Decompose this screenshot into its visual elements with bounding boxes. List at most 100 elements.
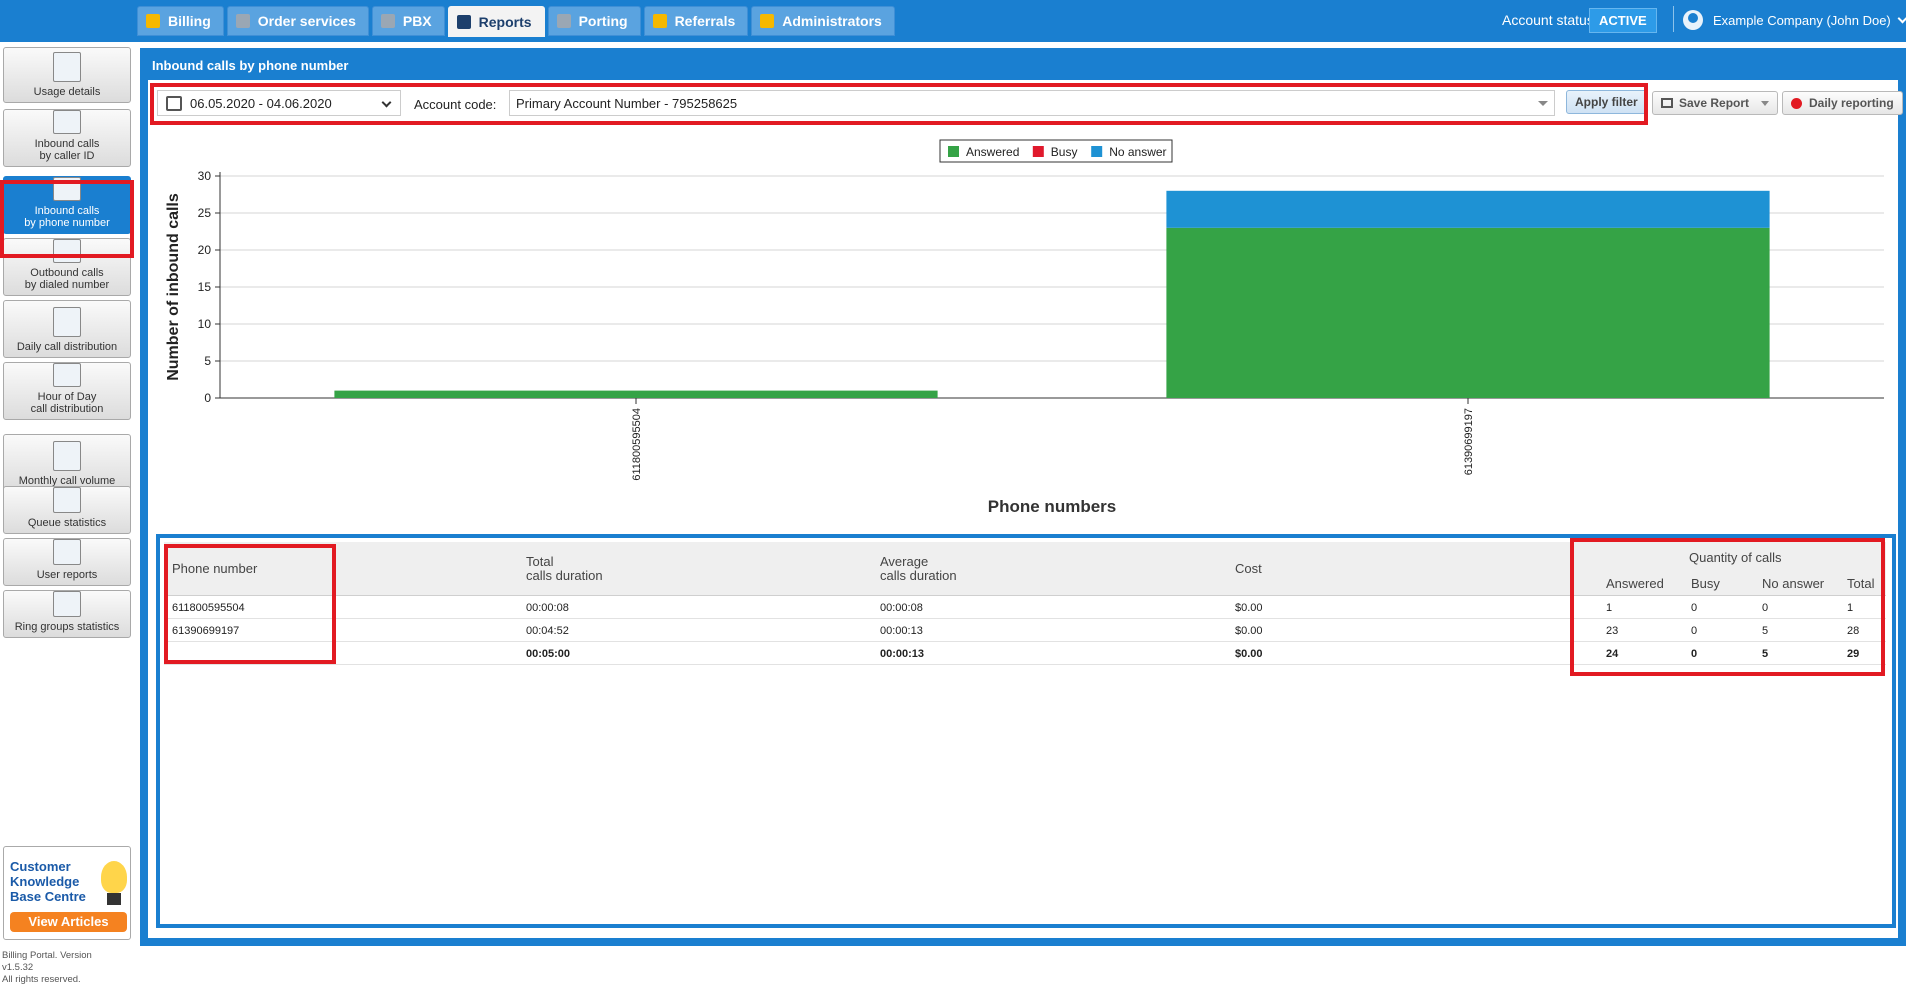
sidebar-item-outbound-calls-by-dialed-number[interactable]: Outbound calls by dialed number (3, 238, 131, 296)
cell-total: 00:05:00 (526, 648, 571, 660)
sidebar-item-queue-statistics[interactable]: Queue statistics (3, 486, 131, 534)
date-range-value: 06.05.2020 - 04.06.2020 (190, 95, 332, 111)
save-report-label: Save Report (1679, 96, 1750, 110)
user-icon (53, 539, 81, 565)
cell-sum: 28 (1847, 625, 1860, 637)
bar-answered-61390699197 (1166, 227, 1770, 398)
account-code-select[interactable]: Primary Account Number - 795258625 (509, 90, 1555, 116)
y-tick-label: 0 (204, 391, 211, 405)
sidebar-item-user-reports[interactable]: User reports (3, 538, 131, 586)
header-quantity-of-calls: Quantity of calls (1689, 550, 1782, 565)
user-avatar-icon (1683, 10, 1703, 30)
tab-porting[interactable]: Porting (547, 6, 641, 36)
outbound-calls-icon (53, 239, 81, 263)
ring-group-icon (53, 591, 81, 617)
lightbulb-icon (101, 861, 127, 893)
header-busy[interactable]: Busy (1691, 576, 1720, 591)
filter-highlight (150, 83, 1648, 125)
sidebar-item-sublabel: call distribution (30, 403, 104, 415)
version-info: Billing Portal. Version v1.5.32 All righ… (2, 950, 92, 986)
sidebar-item-ring-groups-statistics[interactable]: Ring groups statistics (3, 590, 131, 638)
sidebar-item-label: Usage details (33, 86, 101, 98)
cell-noanswer: 0 (1762, 602, 1769, 614)
tab-label: Order services (257, 13, 356, 29)
tab-billing[interactable]: Billing (137, 6, 224, 36)
cell-phone: 611800595504 (172, 602, 245, 614)
daily-reporting-label: Daily reporting (1809, 96, 1894, 110)
header-answered[interactable]: Answered (1606, 576, 1664, 591)
version-line-2: v1.5.32 (2, 962, 34, 973)
sidebar-item-inbound-calls-by-caller-id[interactable]: Inbound calls by caller ID (3, 109, 131, 167)
sidebar-item-label: Queue statistics (27, 517, 107, 529)
tab-label: Reports (478, 13, 532, 30)
legend-label-busy: Busy (1051, 145, 1078, 159)
version-line-1: Billing Portal. Version (2, 950, 92, 961)
tab-label: Referrals (674, 13, 736, 29)
view-articles-button[interactable]: View Articles (10, 912, 127, 932)
table-row: 61390699197 00:04:52 00:00:13 $0.00 23 0 5 28 (164, 619, 1886, 642)
account-status-badge: ACTIVE (1589, 8, 1657, 33)
header-total-duration-1[interactable]: Total (526, 554, 554, 569)
header-cost[interactable]: Cost (1235, 561, 1262, 576)
legend-label-no-answer: No answer (1109, 145, 1166, 159)
phone-column-highlight (164, 544, 336, 664)
daily-reporting-button[interactable]: Daily reporting (1782, 91, 1903, 115)
sidebar-item-label: Hour of Day (37, 391, 97, 403)
cell-answered: 1 (1606, 602, 1613, 614)
sidebar-item-hour-of-day-call-distribution[interactable]: Hour of Day call distribution (3, 362, 131, 420)
save-report-button[interactable]: Save Report (1652, 91, 1779, 115)
header-total-duration-2: calls duration (526, 568, 603, 583)
user-menu[interactable]: Example Company (John Doe) (1683, 10, 1906, 30)
cell-cost: $0.00 (1235, 648, 1263, 660)
calendar-month-icon (53, 441, 81, 471)
kb-line-2: Knowledge (10, 874, 80, 889)
cell-avg: 00:00:13 (880, 648, 925, 660)
cell-total: 00:04:52 (526, 625, 569, 637)
tab-pbx[interactable]: PBX (371, 6, 445, 36)
cart-icon (235, 14, 250, 28)
sidebar-item-monthly-call-volume[interactable]: Monthly call volume (3, 434, 131, 492)
legend-label-answered: Answered (966, 145, 1019, 159)
cell-cost: $0.00 (1235, 602, 1263, 614)
cell-busy: 0 (1691, 602, 1698, 614)
sidebar-item-daily-call-distribution[interactable]: Daily call distribution (3, 300, 131, 358)
cell-phone: 61390699197 (172, 625, 240, 637)
header-average-duration-1[interactable]: Average (880, 554, 929, 569)
admin-icon (760, 14, 775, 28)
legend-swatch-answered (948, 146, 959, 157)
x-tick-label: 61390699197 (1463, 408, 1475, 475)
megaphone-icon (53, 487, 81, 513)
header-total[interactable]: Total (1847, 576, 1875, 591)
cell-sum: 29 (1847, 648, 1860, 660)
header-phone-number[interactable]: Phone number (172, 561, 258, 576)
top-navigation-bar: Billing Order services PBX Reports Porting Re… (0, 0, 1906, 42)
tab-administrators[interactable]: Administrators (751, 6, 895, 36)
sidebar-item-sublabel: by phone number (24, 217, 110, 229)
tab-reports[interactable]: Reports (447, 6, 545, 37)
account-code-value: Primary Account Number - 795258625 (516, 95, 738, 111)
dropdown-caret-icon (1761, 100, 1770, 106)
cell-cost: $0.00 (1235, 625, 1263, 637)
sidebar-item-inbound-calls-by-phone-number[interactable]: Inbound calls by phone number (3, 176, 131, 234)
quantity-column-highlight (1570, 538, 1885, 676)
record-dot-icon (1791, 97, 1802, 109)
date-range-picker[interactable]: 06.05.2020 - 04.06.2020 (157, 90, 401, 116)
table-header: Phone number Total calls duration Averag… (164, 542, 1886, 596)
header-average-duration-2: calls duration (880, 568, 957, 583)
y-tick-label: 20 (198, 243, 212, 257)
x-axis-label: Phone numbers (988, 497, 1116, 516)
sidebar-item-label: Monthly call volume (18, 475, 116, 487)
kb-line-1: Customer (10, 859, 71, 874)
tab-order-services[interactable]: Order services (226, 6, 369, 36)
lightbulb-base-icon (107, 893, 121, 905)
calendar-icon (166, 95, 182, 111)
knowledge-base-banner[interactable]: Customer Knowledge Base Centre View Arti… (3, 846, 131, 940)
header-no-answer[interactable]: No answer (1762, 576, 1825, 591)
apply-filter-button[interactable]: Apply filter (1566, 90, 1647, 114)
sidebar-item-label: Ring groups statistics (14, 621, 120, 633)
sidebar-item-usage-details[interactable]: Usage details (3, 47, 131, 103)
tab-referrals[interactable]: Referrals (643, 6, 749, 36)
kb-line-3: Base Centre (10, 889, 86, 904)
sidebar-item-label: User reports (36, 569, 98, 581)
pbx-icon (380, 14, 395, 28)
